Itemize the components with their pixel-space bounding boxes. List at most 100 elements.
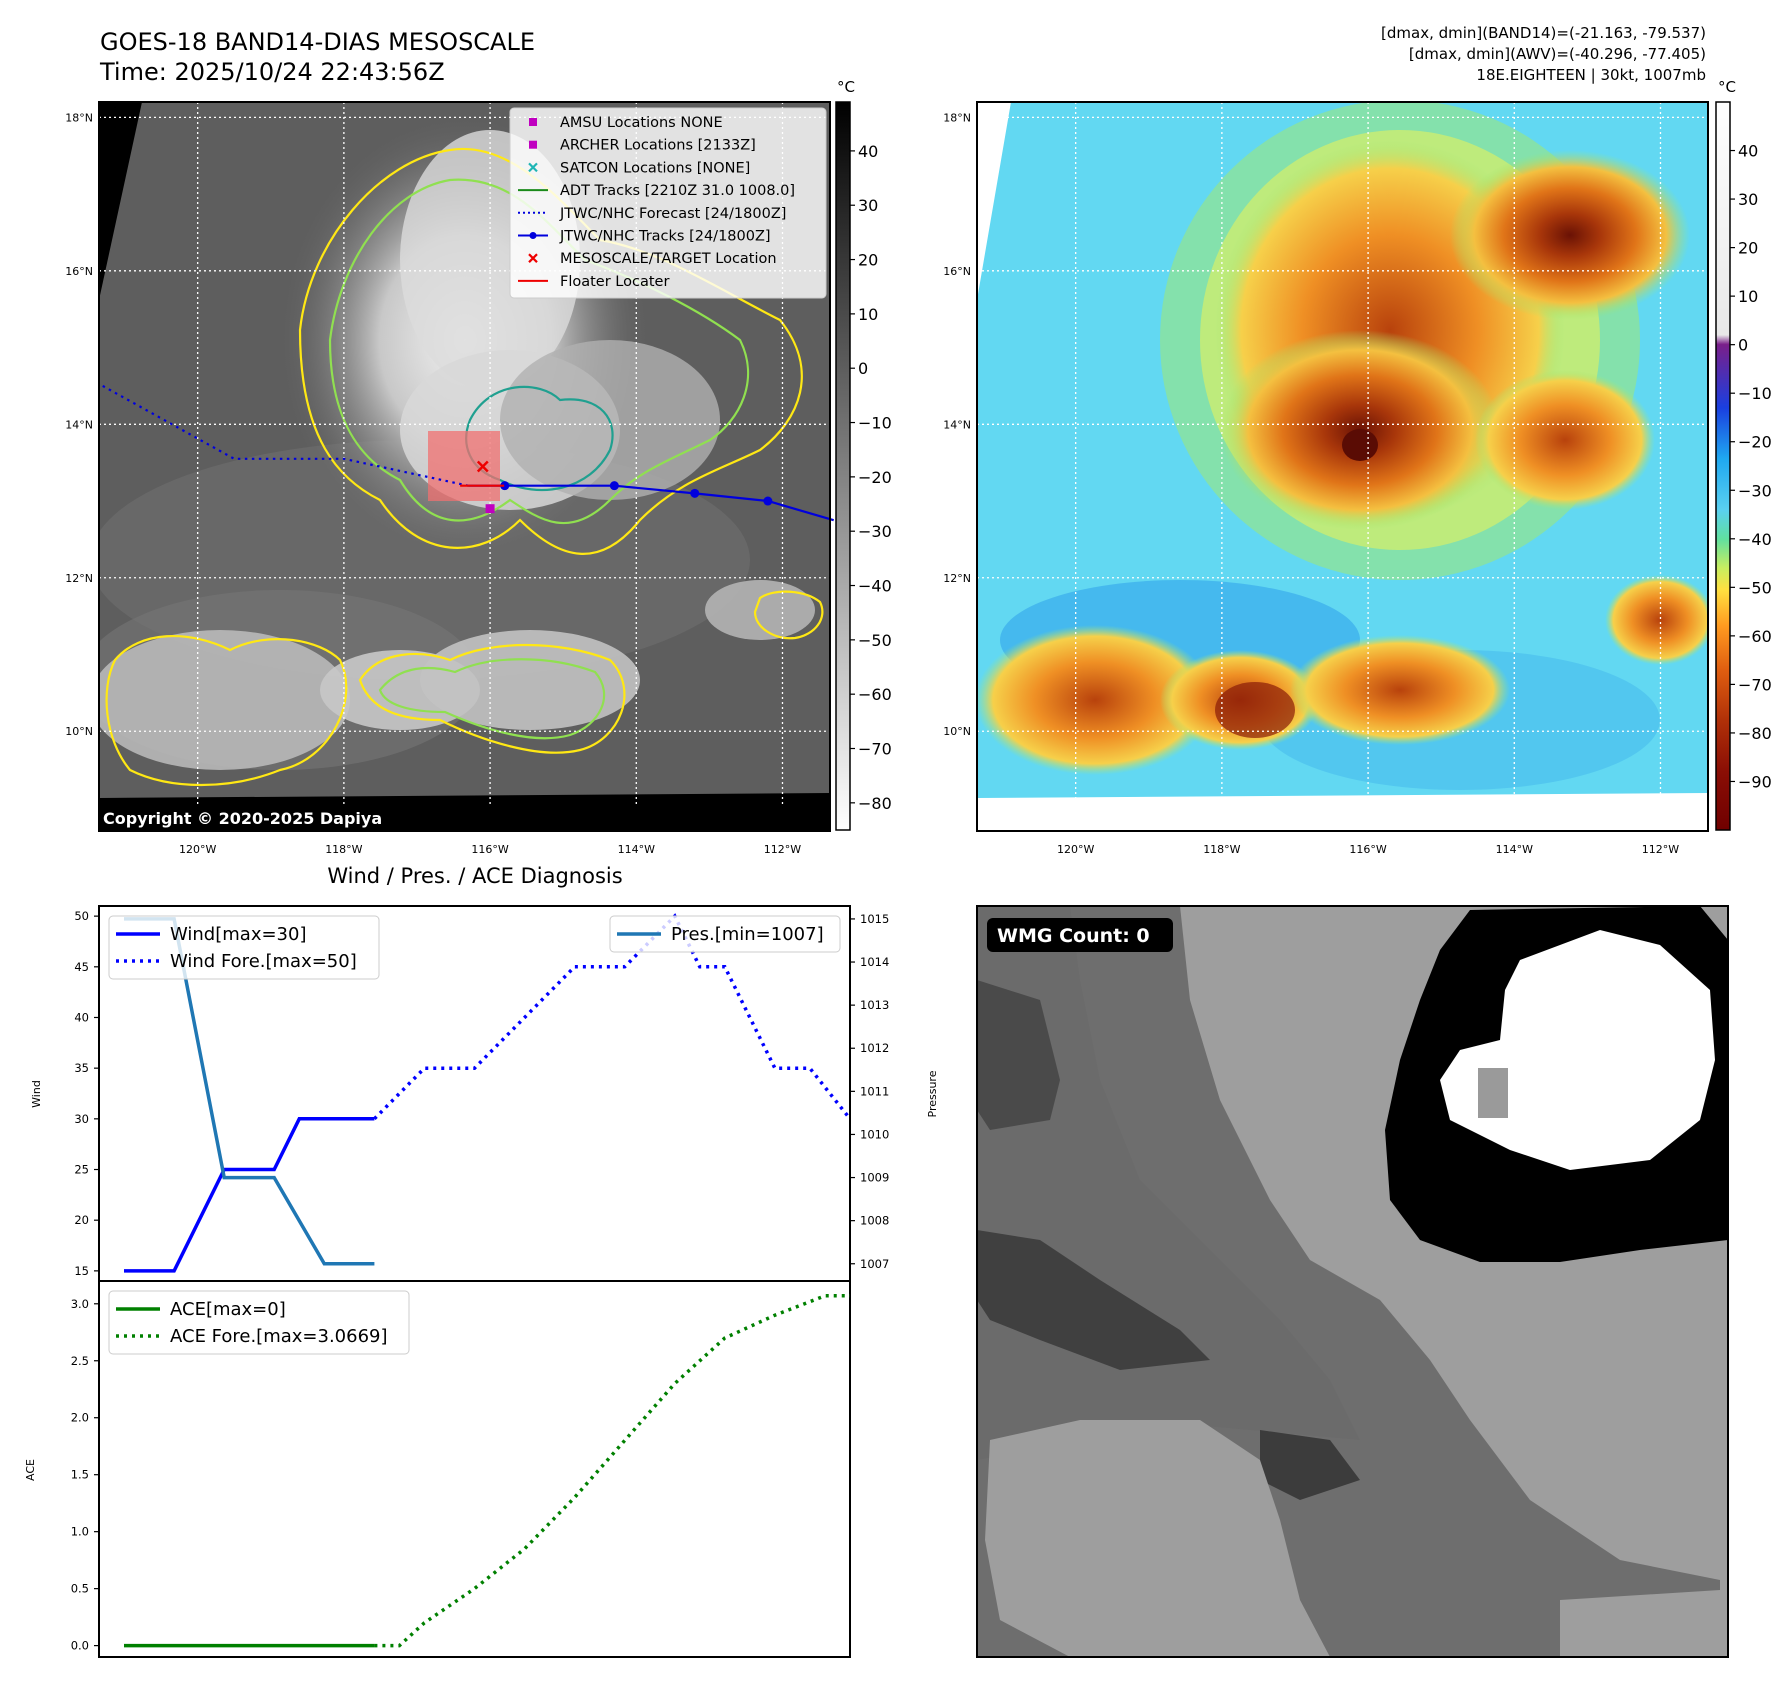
stats-line1: [dmax, dmin](BAND14)=(-21.163, -79.537)	[1381, 24, 1706, 42]
y-tick-label: 40	[74, 1010, 89, 1024]
legend-item: JTWC/NHC Tracks [24/1800Z]	[518, 229, 771, 245]
y-tick-label: 0.5	[71, 1582, 89, 1596]
colorbar-tick-label: 0	[1738, 336, 1748, 355]
colorbar-tick-label: −50	[858, 631, 892, 650]
colorbar-tick-label: −80	[858, 794, 892, 813]
track-point	[609, 481, 619, 491]
y-tick-label: 30	[74, 1112, 89, 1126]
awv-colorbar: °C 40 30 20 10 0 −10 −20 −30 −40 −50 −60 −70 −80 −90	[1715, 78, 1772, 831]
wmg-count-badge	[987, 918, 1173, 952]
legend-label: MESOSCALE/TARGET Location	[560, 251, 777, 267]
awv-lat-label: 16°N	[943, 265, 971, 278]
colorbar-tick-label: −10	[858, 414, 892, 433]
title-line2: Time: 2025/10/24 22:43:56Z	[99, 58, 445, 86]
wmg-count-label: WMG Count: 0	[997, 925, 1150, 947]
colorbar-tick-label: 20	[858, 251, 878, 270]
track-points	[500, 481, 773, 506]
awv-map-panel: 18°N 16°N 14°N 12°N 10°N 120°W 118°W 116°W 114°W…	[943, 101, 1709, 856]
colorbar-tick-label: −50	[1738, 578, 1772, 597]
ir-lon-label: 116°W	[471, 843, 508, 856]
track-point	[763, 496, 773, 506]
series-line	[374, 1294, 850, 1648]
awv-lat-label: 18°N	[943, 111, 971, 124]
colorbar-tick-label: 30	[858, 196, 878, 215]
ace-legend: ACE[max=0] ACE Fore.[max=3.0669]	[108, 1290, 410, 1355]
ir-colorbar-unit: °C	[837, 78, 855, 96]
ace-ylabel: ACE	[24, 1459, 37, 1481]
awv-lon-label: 114°W	[1496, 843, 1533, 856]
wmg-imagery	[977, 906, 1728, 1657]
ir-map-panel: Copyright © 2020-2025 Dapiya AMSU Locati…	[65, 101, 835, 856]
colorbar-tick-label: −10	[1738, 384, 1772, 403]
colorbar-tick-label: −70	[858, 740, 892, 759]
awv-lon-label: 116°W	[1349, 843, 1386, 856]
legend-item: AMSU Locations NONE	[529, 115, 723, 131]
y-tick-label: 20	[74, 1213, 89, 1227]
colorbar-tick-label: 40	[858, 142, 878, 161]
pressure-ylabel: Pressure	[926, 1070, 939, 1117]
ir-lon-label: 118°W	[325, 843, 362, 856]
target-location-marker	[476, 460, 489, 473]
y-tick-label: 1015	[860, 912, 889, 926]
ace-fore-legend-label: ACE Fore.[max=3.0669]	[170, 1326, 388, 1347]
ir-map-axis-labels: 18°N 16°N 14°N 12°N 10°N 120°W 118°W 116°W 114°W…	[65, 111, 801, 856]
colorbar-tick-label: −80	[1738, 724, 1772, 743]
legend-item: ARCHER Locations [2133Z]	[529, 138, 756, 154]
copyright-bar	[99, 804, 830, 831]
awv-map-axis-labels: 18°N 16°N 14°N 12°N 10°N 120°W 118°W 116°W 114°W…	[943, 111, 1679, 856]
awv-lat-label: 14°N	[943, 418, 971, 431]
floater-box	[428, 431, 500, 501]
colorbar-tick-label: −30	[1738, 481, 1772, 500]
y-tick-label: 2.0	[71, 1411, 89, 1425]
y-tick-label: 15	[74, 1264, 89, 1278]
diag-title: Wind / Pres. / ACE Diagnosis	[327, 864, 622, 888]
pressure-legend: Pres.[min=1007]	[609, 915, 841, 953]
y-tick-label: 1008	[860, 1214, 889, 1228]
legend-item: MESOSCALE/TARGET Location	[528, 251, 777, 267]
y-tick-label: 3.0	[71, 1297, 89, 1311]
legend-label: JTWC/NHC Tracks [24/1800Z]	[559, 229, 771, 245]
wind-pressure-panel: Wind Pressure 15 20 25 30 35 40 45 50 1007 1008 1…	[30, 905, 939, 1282]
archer-location-marker	[485, 504, 495, 514]
wind-legend: Wind[max=30] Wind Fore.[max=50]	[108, 915, 380, 980]
y-tick-label: 35	[74, 1061, 89, 1075]
legend-label: AMSU Locations NONE	[560, 115, 723, 131]
legend-item: Floater Locater	[518, 274, 669, 290]
colorbar-tick-label: 40	[1738, 142, 1758, 161]
y-tick-label: 1013	[860, 998, 889, 1012]
y-tick-label: 50	[74, 909, 89, 923]
stats-line2: [dmax, dmin](AWV)=(-40.296, -77.405)	[1409, 45, 1706, 63]
track-point	[500, 481, 510, 491]
ir-lon-label: 120°W	[179, 843, 216, 856]
colorbar-tick-label: −30	[858, 522, 892, 541]
wind-ylabel: Wind	[30, 1080, 43, 1108]
colorbar-tick-label: −60	[1738, 627, 1772, 646]
awv-colorbar-unit: °C	[1718, 78, 1736, 96]
legend-label: JTWC/NHC Forecast [24/1800Z]	[559, 206, 786, 222]
ir-lat-label: 16°N	[65, 265, 93, 278]
y-tick-label: 1.0	[71, 1525, 89, 1539]
ace-legend-label: ACE[max=0]	[170, 1299, 286, 1320]
copyright-text: Copyright © 2020-2025 Dapiya	[103, 809, 382, 828]
y-tick-label: 25	[74, 1163, 89, 1177]
legend-item: ADT Tracks [2210Z 31.0 1008.0]	[518, 183, 795, 199]
legend-label: Floater Locater	[560, 274, 669, 290]
awv-lon-label: 118°W	[1203, 843, 1240, 856]
legend-label: SATCON Locations [NONE]	[560, 160, 750, 176]
wind-fore-legend-label: Wind Fore.[max=50]	[170, 951, 357, 972]
y-tick-label: 1.5	[71, 1468, 89, 1482]
y-tick-label: 45	[74, 960, 89, 974]
awv-lon-label: 120°W	[1057, 843, 1094, 856]
y-tick-label: 2.5	[71, 1354, 89, 1368]
pressure-legend-label: Pres.[min=1007]	[671, 924, 824, 945]
y-tick-label: 1011	[860, 1084, 889, 1098]
colorbar-tick-label: −70	[1738, 675, 1772, 694]
awv-lon-label: 112°W	[1642, 843, 1679, 856]
awv-lat-label: 10°N	[943, 725, 971, 738]
map-legend: AMSU Locations NONE ARCHER Locations [213…	[509, 107, 827, 299]
forecast-track-line	[102, 384, 469, 487]
colorbar-tick-label: 30	[1738, 190, 1758, 209]
legend-label: ARCHER Locations [2133Z]	[560, 138, 756, 154]
ace-panel: ACE 0.0 0.5 1.0 1.5 2.0 2.5 3.0 ACE[max=0] ACE…	[24, 1280, 851, 1658]
